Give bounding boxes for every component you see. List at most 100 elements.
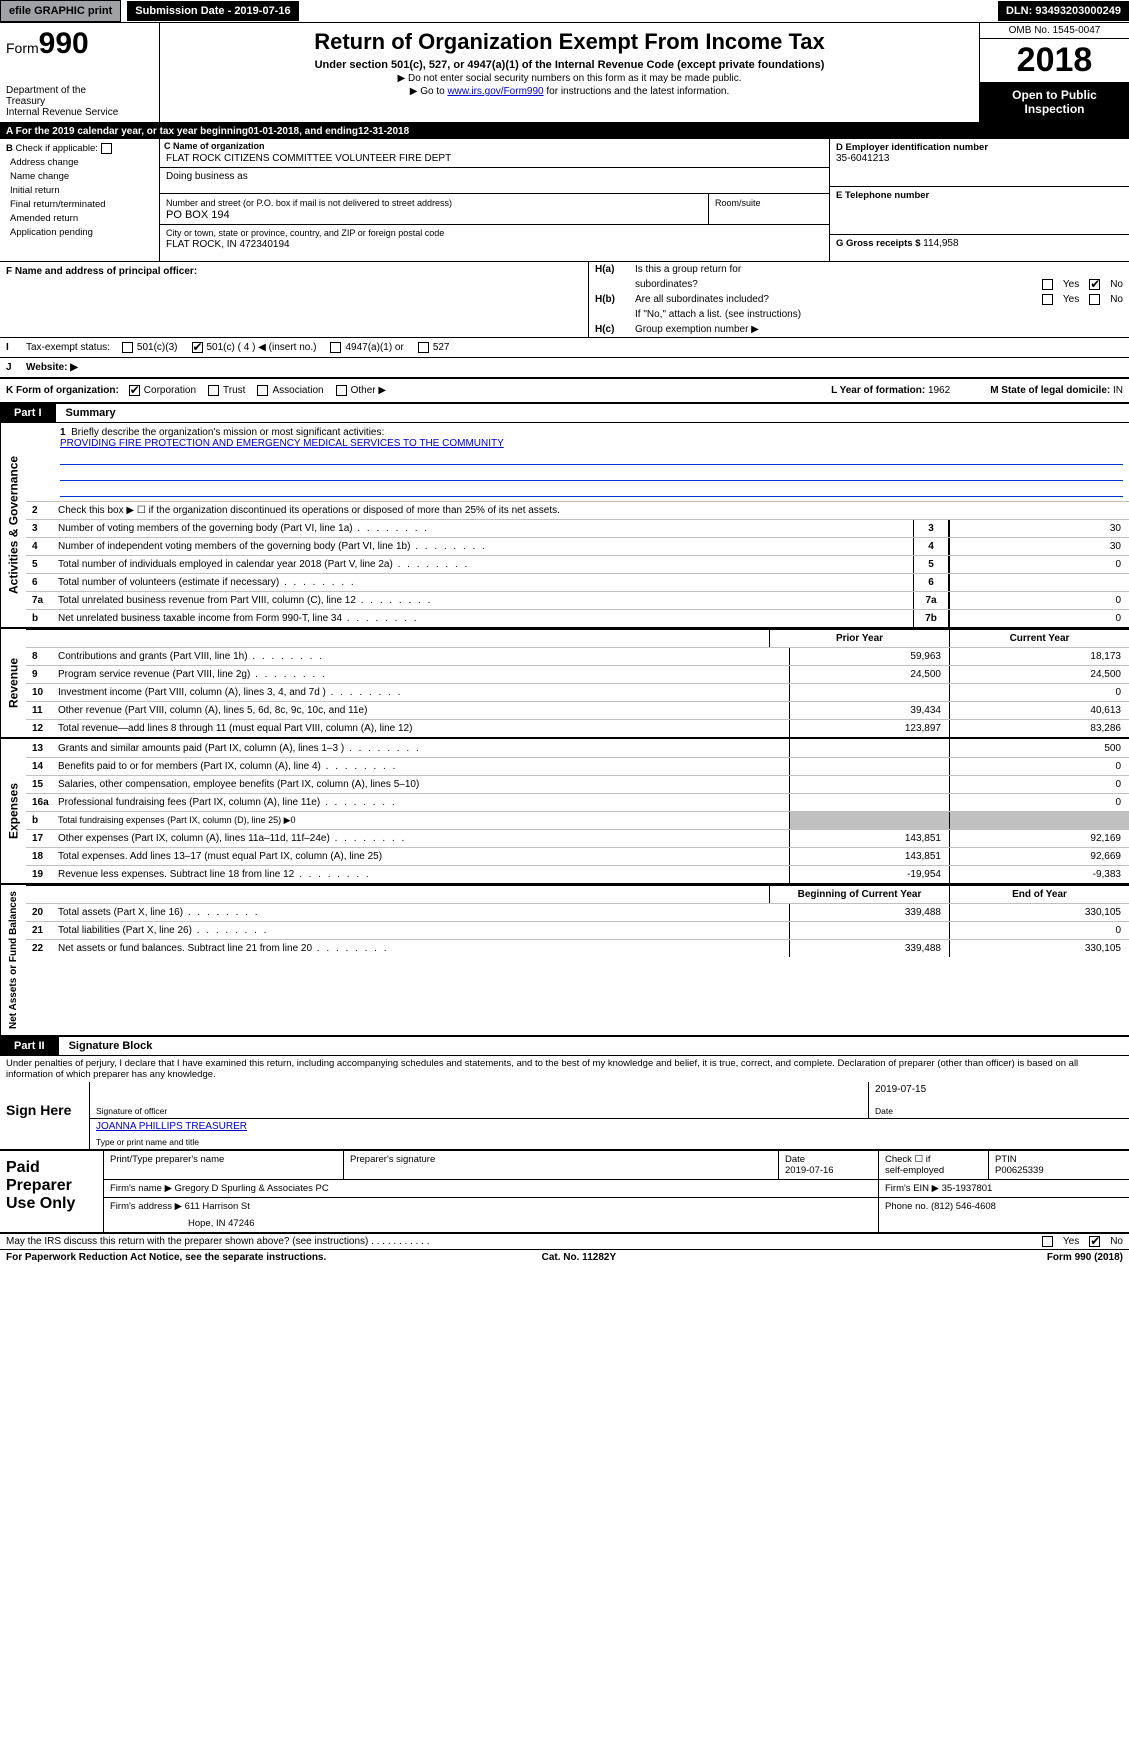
hb-no-checkbox[interactable]: [1089, 294, 1100, 305]
l5-box: 5: [913, 556, 949, 573]
form-note-1: ▶ Do not enter social security numbers o…: [166, 73, 973, 84]
l1-num: 1: [60, 427, 66, 438]
k-other-checkbox[interactable]: [336, 385, 347, 396]
l19-num: 19: [26, 869, 54, 880]
part-1-header: Part I Summary: [0, 404, 1129, 423]
part-1-tab: Part I: [0, 404, 56, 422]
m-value: IN: [1113, 385, 1123, 396]
col-h: H(a) Is this a group return for subordin…: [589, 262, 1129, 337]
l12-num: 12: [26, 723, 54, 734]
line-14: 14 Benefits paid to or for members (Part…: [26, 757, 1129, 775]
chk-amended: Amended return: [10, 213, 78, 224]
note2-post: for instructions and the latest informat…: [544, 86, 730, 97]
discuss-yes-checkbox[interactable]: [1042, 1236, 1053, 1247]
checkbox-applicable[interactable]: [101, 143, 112, 154]
chk-address-change: Address change: [10, 157, 79, 168]
l9-num: 9: [26, 669, 54, 680]
l22-num: 22: [26, 943, 54, 954]
l11-current: 40,613: [949, 702, 1129, 719]
l11-text: Other revenue (Part VIII, column (A), li…: [54, 703, 789, 718]
k-assoc: Association: [272, 385, 323, 396]
i-501c-checkbox[interactable]: [192, 342, 203, 353]
form-title: Return of Organization Exempt From Incom…: [166, 29, 973, 55]
l7a-num: 7a: [26, 595, 54, 606]
line-16a: 16a Professional fundraising fees (Part …: [26, 793, 1129, 811]
l10-num: 10: [26, 687, 54, 698]
row-j: J Website: ▶: [0, 358, 1129, 379]
part-1-title: Summary: [56, 407, 116, 419]
m-label: M State of legal domicile:: [990, 385, 1113, 396]
j-text: Website: ▶: [26, 362, 78, 373]
line-20: 20 Total assets (Part X, line 16) 339,48…: [26, 903, 1129, 921]
l20-current: 330,105: [949, 904, 1129, 921]
ha-no-checkbox[interactable]: [1089, 279, 1100, 290]
top-bar: efile GRAPHIC print Submission Date - 20…: [0, 0, 1129, 23]
hdr-current-year: Current Year: [949, 630, 1129, 647]
l18-prior: 143,851: [789, 848, 949, 865]
l19-current: -9,383: [949, 866, 1129, 883]
row-f-h: F Name and address of principal officer:…: [0, 262, 1129, 338]
paid-preparer-block: Paid Preparer Use Only Print/Type prepar…: [0, 1151, 1129, 1234]
i-4947-checkbox[interactable]: [330, 342, 341, 353]
firm-name-label: Firm's name ▶: [110, 1183, 172, 1194]
l4-text: Number of independent voting members of …: [54, 539, 913, 554]
blank-line-3: [60, 483, 1123, 497]
l16a-num: 16a: [26, 797, 54, 808]
part-2-title: Signature Block: [59, 1040, 153, 1052]
sig-date-label: Date: [875, 1106, 893, 1116]
i-501c3-checkbox[interactable]: [122, 342, 133, 353]
efile-badge: efile GRAPHIC print: [0, 0, 121, 22]
l8-num: 8: [26, 651, 54, 662]
sig-date: 2019-07-15: [875, 1084, 1123, 1095]
l15-text: Salaries, other compensation, employee b…: [54, 777, 789, 792]
firm-ein: 35-1937801: [942, 1183, 993, 1194]
l18-text: Total expenses. Add lines 13–17 (must eq…: [54, 849, 789, 864]
part-2-tab: Part II: [0, 1037, 59, 1055]
l20-text: Total assets (Part X, line 16): [54, 905, 789, 920]
row-a-pre: A For the 2019 calendar year, or tax yea…: [6, 126, 248, 137]
irs-link[interactable]: www.irs.gov/Form990: [447, 86, 543, 97]
form-note-2: ▶ Go to www.irs.gov/Form990 for instruct…: [166, 86, 973, 97]
line-10: 10 Investment income (Part VIII, column …: [26, 683, 1129, 701]
ha-yes: Yes: [1063, 279, 1079, 290]
k-trust: Trust: [223, 385, 245, 396]
l-label: L Year of formation:: [831, 385, 928, 396]
hdr-beginning-year: Beginning of Current Year: [769, 886, 949, 903]
l15-current: 0: [949, 776, 1129, 793]
row-k: K Form of organization: Corporation Trus…: [0, 379, 1129, 404]
i-527-checkbox[interactable]: [418, 342, 429, 353]
k-trust-checkbox[interactable]: [208, 385, 219, 396]
hdr-preparer-sig: Preparer's signature: [344, 1151, 779, 1179]
cell-gross: G Gross receipts $ 114,958: [830, 235, 1129, 261]
l2-num: 2: [26, 505, 54, 516]
org-city: FLAT ROCK, IN 472340194: [166, 239, 290, 250]
sig-name: JOANNA PHILLIPS TREASURER: [96, 1121, 1123, 1132]
blank-line-2: [60, 467, 1123, 481]
l16b-num: b: [26, 815, 54, 826]
col-c: C Name of organization FLAT ROCK CITIZEN…: [160, 139, 829, 261]
l17-current: 92,169: [949, 830, 1129, 847]
l6-value: [949, 574, 1129, 591]
chk-pending: Application pending: [10, 227, 93, 238]
c-label: C Name of organization: [164, 141, 265, 151]
l16a-current: 0: [949, 794, 1129, 811]
pra-notice: For Paperwork Reduction Act Notice, see …: [6, 1252, 326, 1263]
hb-yes-checkbox[interactable]: [1042, 294, 1053, 305]
k-assoc-checkbox[interactable]: [257, 385, 268, 396]
ha-yes-checkbox[interactable]: [1042, 279, 1053, 290]
paid-ptin: P00625339: [995, 1165, 1123, 1176]
paid-date: 2019-07-16: [785, 1165, 872, 1176]
vtab-net-assets: Net Assets or Fund Balances: [0, 885, 26, 1035]
l12-current: 83,286: [949, 720, 1129, 737]
line-9: 9 Program service revenue (Part VIII, li…: [26, 665, 1129, 683]
k-corp-checkbox[interactable]: [129, 385, 140, 396]
line-15: 15 Salaries, other compensation, employe…: [26, 775, 1129, 793]
hc-text: Group exemption number ▶: [635, 324, 759, 335]
row-a-mid: , and ending: [299, 126, 358, 137]
l4-value: 30: [949, 538, 1129, 555]
gross-value: 114,958: [923, 238, 958, 249]
i-text: Tax-exempt status:: [26, 342, 110, 353]
discuss-no-checkbox[interactable]: [1089, 1236, 1100, 1247]
l6-box: 6: [913, 574, 949, 591]
open-to-public: Open to Public Inspection: [980, 82, 1129, 122]
